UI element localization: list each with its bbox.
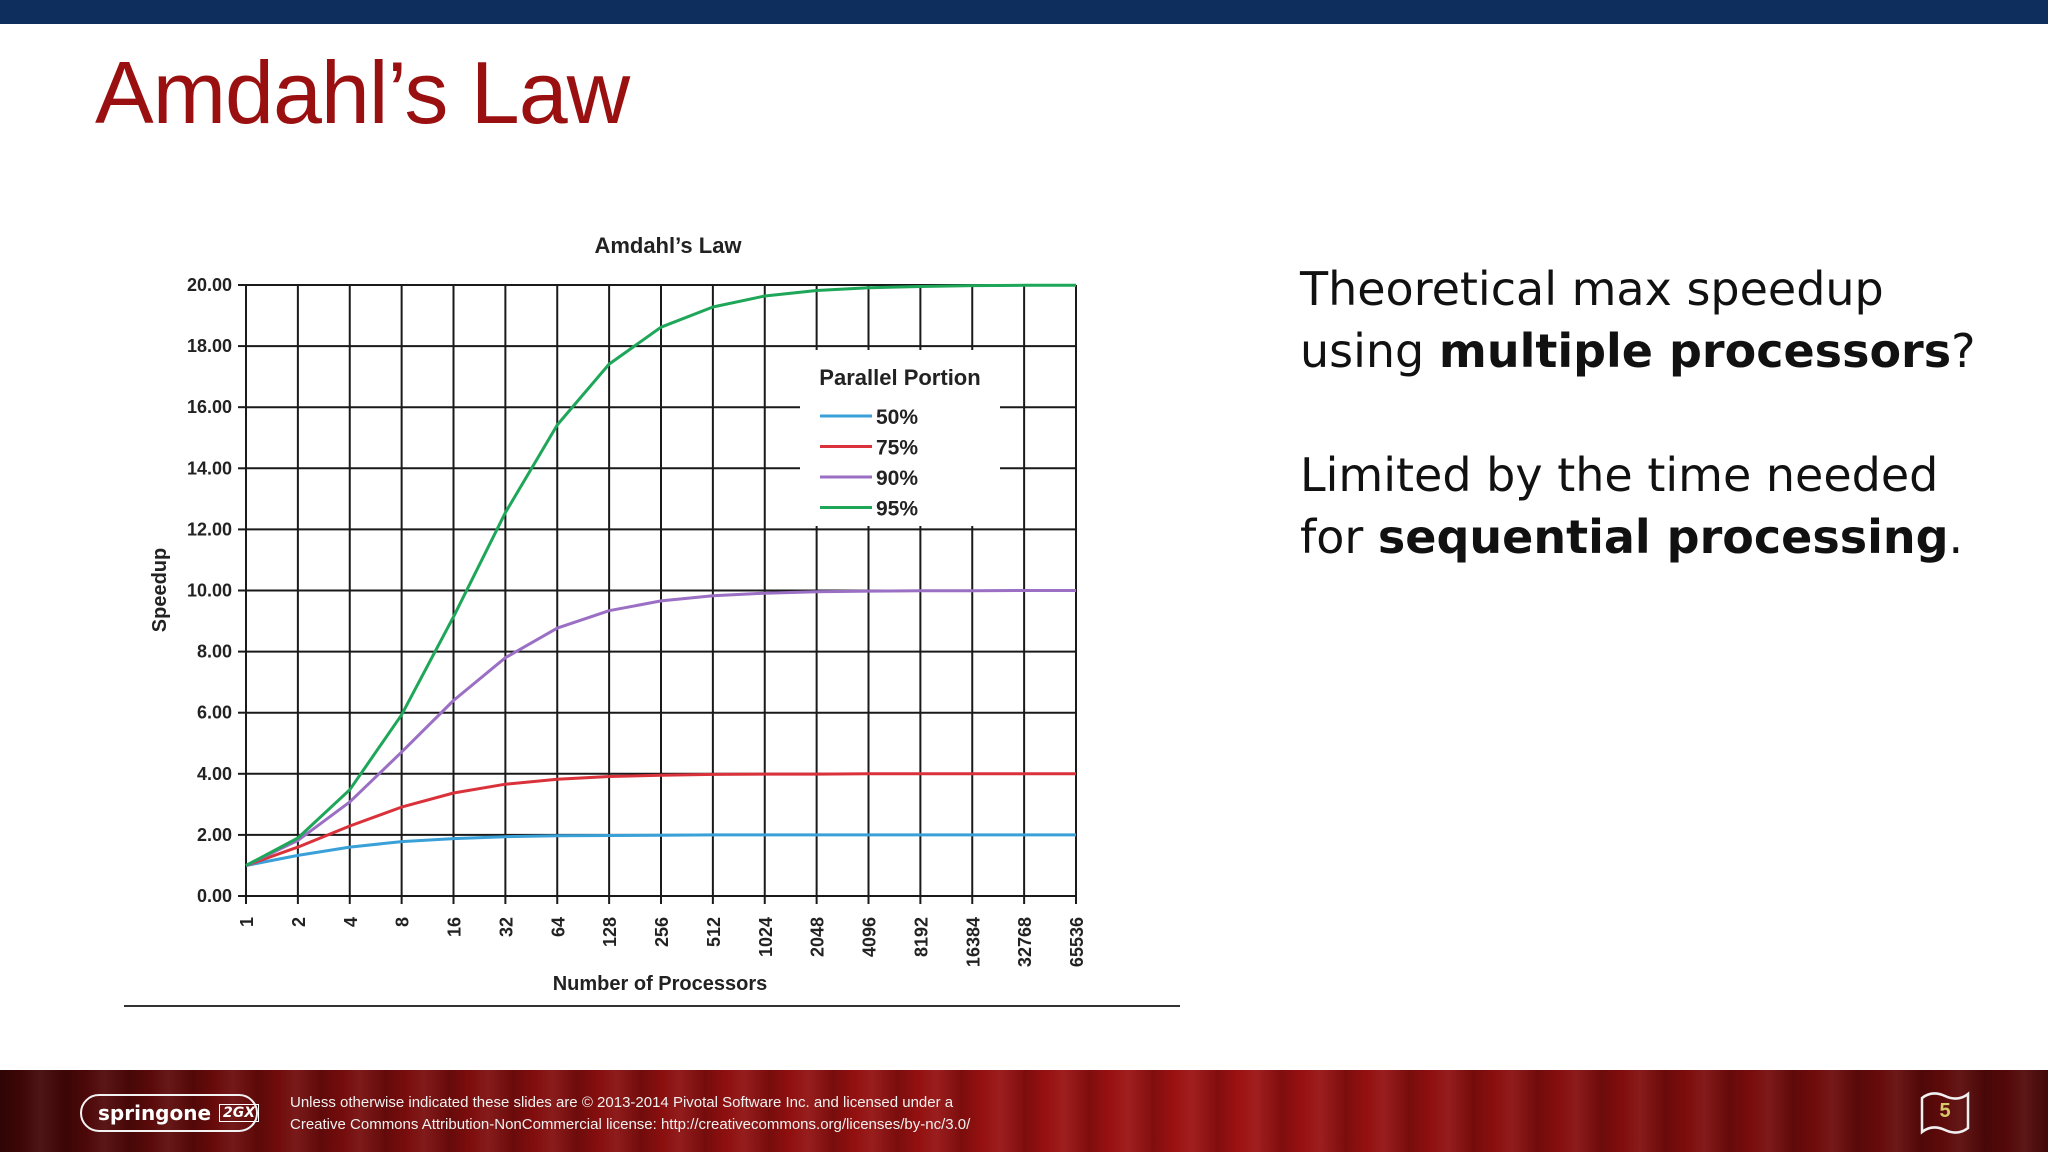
legend-label: 95% [876,498,918,521]
chart-divider [124,1005,1180,1007]
x-tick-label: 4096 [860,917,880,957]
x-tick-label: 256 [652,917,672,947]
series-line-50pct [245,833,1076,867]
y-tick-label: 10.00 [187,581,232,601]
y-tick-label: 16.00 [187,397,232,417]
logo-badge: 2GX [219,1104,260,1122]
page-flag-icon [1920,1091,1970,1135]
bullet-1-part-1: Theoretical max speedup using [1300,262,1884,378]
bullet-1-emphasis: multiple processors [1438,324,1952,378]
bullet-list: Theoretical max speedup using multiple p… [1300,258,2000,630]
top-bar [0,0,2048,24]
x-tick-label: 1024 [756,917,776,957]
bullet-2-part-1: Limited by the time needed for [1300,448,1939,564]
legend-label: 90% [876,467,918,490]
copyright-line-2: Creative Commons Attribution-NonCommerci… [290,1116,971,1133]
y-tick-label: 14.00 [187,458,232,478]
footer: springone 2GX Unless otherwise indicated… [0,1070,2048,1152]
x-tick-label: 65536 [1067,917,1087,967]
x-tick-label: 2 [289,917,309,927]
legend-title: Parallel Portion [819,365,980,390]
y-tick-label: 20.00 [187,275,232,295]
bullet-2-emphasis: sequential processing [1377,510,1949,564]
bullet-2-part-3: . [1948,510,1964,564]
x-tick-label: 8 [393,917,413,927]
y-tick-label: 18.00 [187,336,232,356]
x-tick-label: 512 [704,917,724,947]
bullet-1-part-3: ? [1951,324,1976,378]
x-tick-label: 16384 [963,917,983,967]
y-tick-label: 6.00 [197,703,232,723]
x-tick-label: 32 [496,917,516,937]
page-number: 5 [1939,1100,1951,1122]
y-tick-label: 2.00 [197,825,232,845]
chart-title: Amdahl’s Law [594,233,742,258]
x-tick-label: 64 [548,917,568,937]
x-tick-label: 32768 [1015,917,1035,967]
logo-text: springone [98,1101,212,1125]
springone-logo: springone 2GX [80,1094,260,1132]
x-tick-label: 16 [445,917,465,937]
legend-label: 50% [876,406,918,429]
x-tick-label: 128 [600,917,620,947]
bullet-1: Theoretical max speedup using multiple p… [1300,258,2000,382]
x-tick-label: 8192 [911,917,931,957]
amdahl-chart: Amdahl’s Law 1 2 4 8 16 32 64 128 256 512 1024 2048 4… [149,233,1087,995]
copyright-notice: Unless otherwise indicated these slides … [290,1092,1190,1136]
series-line-95pct [245,283,1076,867]
y-tick-label: 8.00 [197,642,232,662]
y-tick-label: 0.00 [197,886,232,906]
y-tick-label: 12.00 [187,519,232,539]
slide-title: Amdahl’s Law [95,43,630,142]
y-tick-label: 4.00 [197,764,232,784]
x-tick-label: 4 [341,917,361,927]
legend-label: 75% [876,437,918,460]
x-axis-label: Number of Processors [553,973,768,995]
x-tick-label: 1 [237,917,257,927]
x-tick-label: 2048 [808,917,828,957]
y-axis-label: Speedup [149,548,171,632]
series-line-90pct [245,589,1076,867]
series-line-75pct [245,772,1076,867]
bullet-2: Limited by the time needed for sequentia… [1300,444,2000,568]
legend-box [800,350,1000,526]
copyright-line-1: Unless otherwise indicated these slides … [290,1094,954,1111]
